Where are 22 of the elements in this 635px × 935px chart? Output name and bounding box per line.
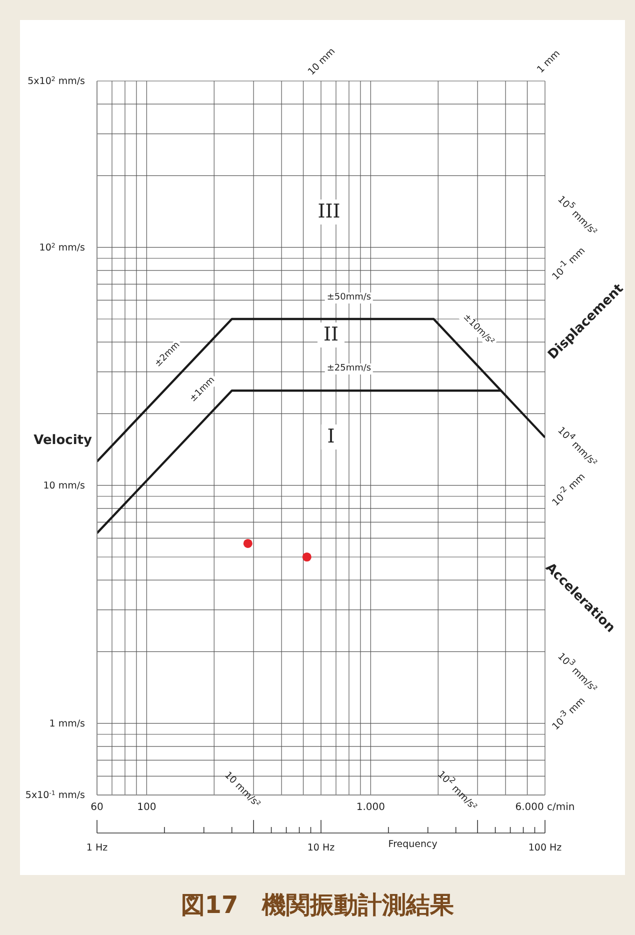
x-tick-label: 6.000 c/min (515, 802, 575, 814)
y-tick-label: 5x10$^{-1}$ mm/s (25, 790, 86, 801)
text: 10 Hz (307, 842, 335, 854)
y-axis-title: Velocity (34, 433, 93, 448)
x-axis-title: Frequency (388, 839, 438, 850)
text: 図17 機関振動計測結果 (180, 890, 456, 921)
annotation: II (317, 322, 345, 348)
x-tick-label: 60 (90, 802, 104, 814)
text: 100 Hz (528, 842, 562, 854)
annotation: ±25mm/s (324, 364, 374, 374)
text: 10 mm (306, 46, 338, 78)
text: 1 Hz (86, 842, 108, 854)
annotation: ±50mm/s (324, 292, 374, 304)
y-tick-label: 1 mm/s (49, 718, 86, 730)
y-tick-label: 10 mm/s (43, 480, 86, 492)
annotation: I (321, 424, 341, 450)
y-tick-label: 10$^{2}$ mm/s (39, 242, 86, 254)
x-tick-label: 100 (137, 802, 156, 814)
y-tick-label: 5x10$^{2}$ mm/s (28, 76, 86, 87)
x-tick-label: 1.000 (356, 802, 386, 814)
annotation: III (312, 200, 346, 224)
text: 1 mm (535, 48, 562, 76)
